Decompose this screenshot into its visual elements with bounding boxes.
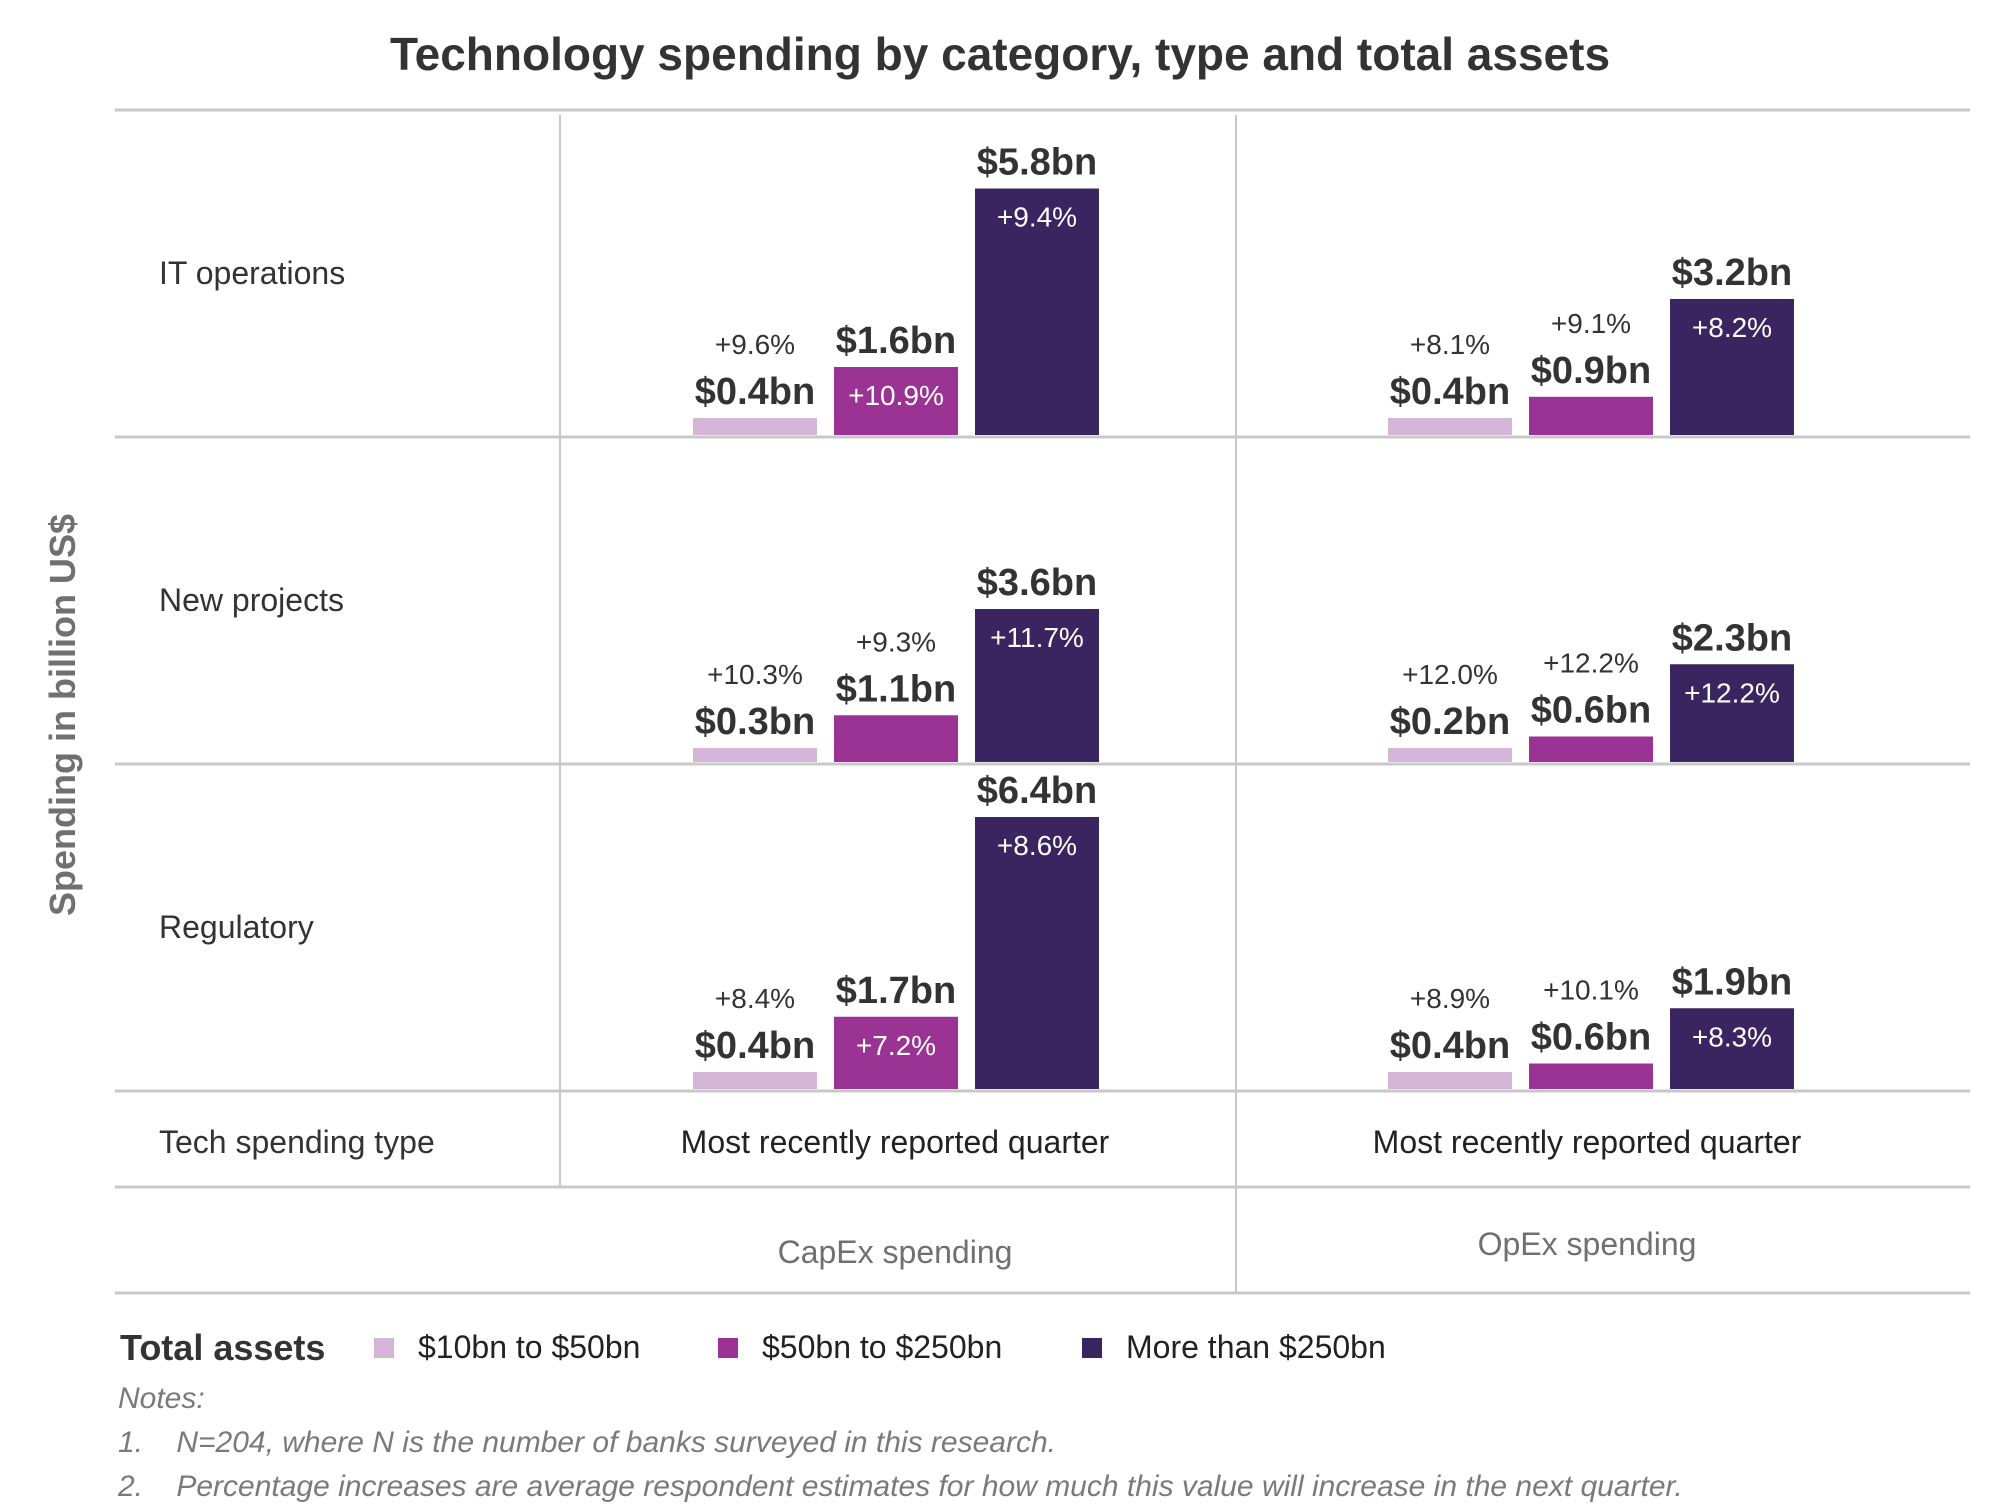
pct-label-it-operations-opex-medium: +9.1% bbox=[1551, 308, 1631, 339]
value-label-regulatory-opex-small: $0.4bn bbox=[1390, 1025, 1510, 1067]
pct-label-regulatory-capex-small: +8.4% bbox=[715, 983, 795, 1014]
notes-heading: Notes: bbox=[118, 1382, 205, 1415]
bar-new-projects-opex-large bbox=[1670, 664, 1794, 762]
notes: Notes: 1. N=204, where N is the number o… bbox=[117, 1382, 1683, 1503]
value-label-regulatory-opex-large: $1.9bn bbox=[1672, 961, 1792, 1003]
pct-label-it-operations-capex-small: +9.6% bbox=[715, 329, 795, 360]
legend-swatch-small bbox=[374, 1338, 394, 1358]
value-label-regulatory-capex-small: $0.4bn bbox=[695, 1025, 815, 1067]
pct-label-it-operations-opex-large: +8.2% bbox=[1692, 312, 1772, 343]
bar-it-operations-opex-large bbox=[1670, 299, 1794, 435]
pct-label-regulatory-opex-small: +8.9% bbox=[1410, 983, 1490, 1014]
row-label-it-operations: IT operations bbox=[159, 255, 345, 291]
y-axis-label: Spending in billion US$ bbox=[42, 514, 83, 916]
legend-label-small: $10bn to $50bn bbox=[418, 1329, 640, 1365]
column-header-capex: Most recently reported quarter bbox=[681, 1124, 1110, 1160]
legend-label-large: More than $250bn bbox=[1126, 1329, 1386, 1365]
pct-label-regulatory-opex-large: +8.3% bbox=[1692, 1021, 1772, 1052]
value-label-it-operations-capex-large: $5.8bn bbox=[977, 142, 1097, 184]
value-label-regulatory-capex-large: $6.4bn bbox=[977, 770, 1097, 812]
bars: $0.4bn +9.6% +10.9% $1.6bn +9.4% $5.8bn $0.4bn… bbox=[693, 142, 1794, 1089]
column-subheader-capex: CapEx spending bbox=[778, 1234, 1013, 1270]
value-label-it-operations-opex-medium: $0.9bn bbox=[1531, 350, 1651, 392]
pct-label-it-operations-capex-large: +9.4% bbox=[997, 202, 1077, 233]
column-header-opex: Most recently reported quarter bbox=[1373, 1124, 1802, 1160]
bar-it-operations-opex-small bbox=[1388, 418, 1512, 435]
legend: Total assets $10bn to $50bn $50bn to $25… bbox=[120, 1327, 1386, 1368]
pct-label-new-projects-opex-large: +12.2% bbox=[1684, 677, 1780, 708]
bar-new-projects-opex-medium bbox=[1529, 736, 1653, 762]
bar-new-projects-opex-small bbox=[1388, 748, 1512, 762]
value-label-new-projects-opex-large: $2.3bn bbox=[1672, 617, 1792, 659]
row-label-regulatory: Regulatory bbox=[159, 909, 314, 945]
legend-title: Total assets bbox=[120, 1327, 325, 1368]
row-label-new-projects: New projects bbox=[159, 582, 344, 618]
value-label-new-projects-opex-medium: $0.6bn bbox=[1531, 690, 1651, 732]
value-label-new-projects-capex-medium: $1.1bn bbox=[836, 668, 956, 710]
value-label-it-operations-opex-small: $0.4bn bbox=[1390, 371, 1510, 413]
row-header-tech-spending-type: Tech spending type bbox=[159, 1124, 435, 1160]
pct-label-regulatory-capex-large: +8.6% bbox=[997, 830, 1077, 861]
bar-new-projects-capex-large bbox=[975, 609, 1099, 762]
bar-regulatory-opex-small bbox=[1388, 1072, 1512, 1089]
value-label-it-operations-opex-large: $3.2bn bbox=[1672, 252, 1792, 294]
bar-new-projects-capex-small bbox=[693, 748, 817, 762]
bar-regulatory-capex-small bbox=[693, 1072, 817, 1089]
chart-title: Technology spending by category, type an… bbox=[390, 28, 1610, 80]
bar-regulatory-opex-medium bbox=[1529, 1063, 1653, 1089]
pct-label-it-operations-capex-medium: +10.9% bbox=[848, 380, 944, 411]
bar-it-operations-capex-medium bbox=[834, 367, 958, 435]
value-label-it-operations-capex-small: $0.4bn bbox=[695, 371, 815, 413]
bar-regulatory-opex-large bbox=[1670, 1008, 1794, 1089]
pct-label-new-projects-capex-medium: +9.3% bbox=[856, 626, 936, 657]
bar-it-operations-capex-small bbox=[693, 418, 817, 435]
pct-label-new-projects-opex-medium: +12.2% bbox=[1543, 648, 1639, 679]
pct-label-regulatory-capex-medium: +7.2% bbox=[856, 1030, 936, 1061]
bar-new-projects-capex-medium bbox=[834, 715, 958, 762]
legend-label-medium: $50bn to $250bn bbox=[762, 1329, 1002, 1365]
value-label-it-operations-capex-medium: $1.6bn bbox=[836, 320, 956, 362]
pct-label-new-projects-capex-large: +11.7% bbox=[990, 622, 1084, 653]
value-label-regulatory-opex-medium: $0.6bn bbox=[1531, 1017, 1651, 1059]
column-subheader-opex: OpEx spending bbox=[1478, 1226, 1697, 1262]
pct-label-new-projects-opex-small: +12.0% bbox=[1402, 659, 1498, 690]
bar-it-operations-opex-medium bbox=[1529, 396, 1653, 435]
value-label-new-projects-capex-large: $3.6bn bbox=[977, 562, 1097, 604]
legend-swatch-large bbox=[1082, 1338, 1102, 1358]
note-2: 2. Percentage increases are average resp… bbox=[117, 1470, 1683, 1502]
legend-swatch-medium bbox=[718, 1338, 738, 1358]
value-label-regulatory-capex-medium: $1.7bn bbox=[836, 970, 956, 1012]
pct-label-regulatory-opex-medium: +10.1% bbox=[1543, 975, 1639, 1006]
pct-label-new-projects-capex-small: +10.3% bbox=[707, 659, 803, 690]
pct-label-it-operations-opex-small: +8.1% bbox=[1410, 329, 1490, 360]
bar-regulatory-capex-medium bbox=[834, 1016, 958, 1089]
value-label-new-projects-opex-small: $0.2bn bbox=[1390, 701, 1510, 743]
value-label-new-projects-capex-small: $0.3bn bbox=[695, 701, 815, 743]
note-1: 1. N=204, where N is the number of banks… bbox=[118, 1426, 1056, 1459]
bar-it-operations-capex-large bbox=[975, 188, 1099, 435]
grid bbox=[115, 108, 1970, 1295]
bar-regulatory-capex-large bbox=[975, 817, 1099, 1089]
